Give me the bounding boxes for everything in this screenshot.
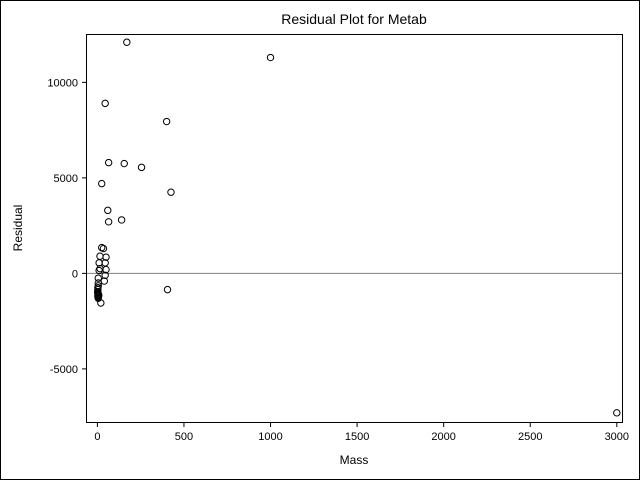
chart-title: Residual Plot for Metab (281, 11, 427, 27)
x-axis-label: Mass (340, 453, 369, 467)
data-point (102, 253, 110, 261)
data-point (98, 179, 106, 188)
data-point (97, 299, 105, 307)
y-tick-label: -5000 (50, 364, 78, 376)
data-point (95, 266, 103, 275)
data-point (167, 188, 175, 196)
x-tick-label: 2000 (431, 431, 455, 443)
x-tick-label: 1000 (258, 431, 282, 443)
data-point (613, 409, 621, 417)
x-tick-label: 2500 (518, 431, 542, 443)
data-point (163, 285, 172, 294)
y-tick-label: 10000 (47, 77, 78, 89)
x-tick-label: 1500 (345, 431, 369, 443)
data-point (98, 243, 106, 252)
data-point (99, 244, 108, 253)
data-point (101, 99, 109, 108)
plot-area-frame (86, 34, 623, 423)
data-point (162, 117, 171, 126)
x-tick-label: 0 (94, 431, 100, 443)
data-point (104, 206, 112, 215)
data-point (137, 163, 146, 172)
x-tick-label: 3000 (605, 431, 629, 443)
data-point (104, 158, 113, 167)
y-axis: -5000 0 5000 10000 (47, 77, 87, 376)
x-axis: 0 500 1000 1500 2000 2500 3000 (94, 422, 629, 443)
data-point (123, 38, 131, 46)
y-tick-label: 0 (72, 268, 78, 280)
x-tick-label: 500 (175, 431, 193, 443)
data-points (94, 38, 621, 417)
y-axis-label: Residual (11, 205, 25, 252)
y-tick-label: 5000 (54, 173, 78, 185)
data-point (94, 291, 102, 300)
data-point (120, 159, 128, 168)
data-point (117, 216, 126, 224)
data-point (104, 218, 113, 226)
data-point (266, 53, 275, 62)
data-point (101, 271, 109, 279)
data-point (102, 265, 110, 274)
data-point (94, 274, 102, 282)
